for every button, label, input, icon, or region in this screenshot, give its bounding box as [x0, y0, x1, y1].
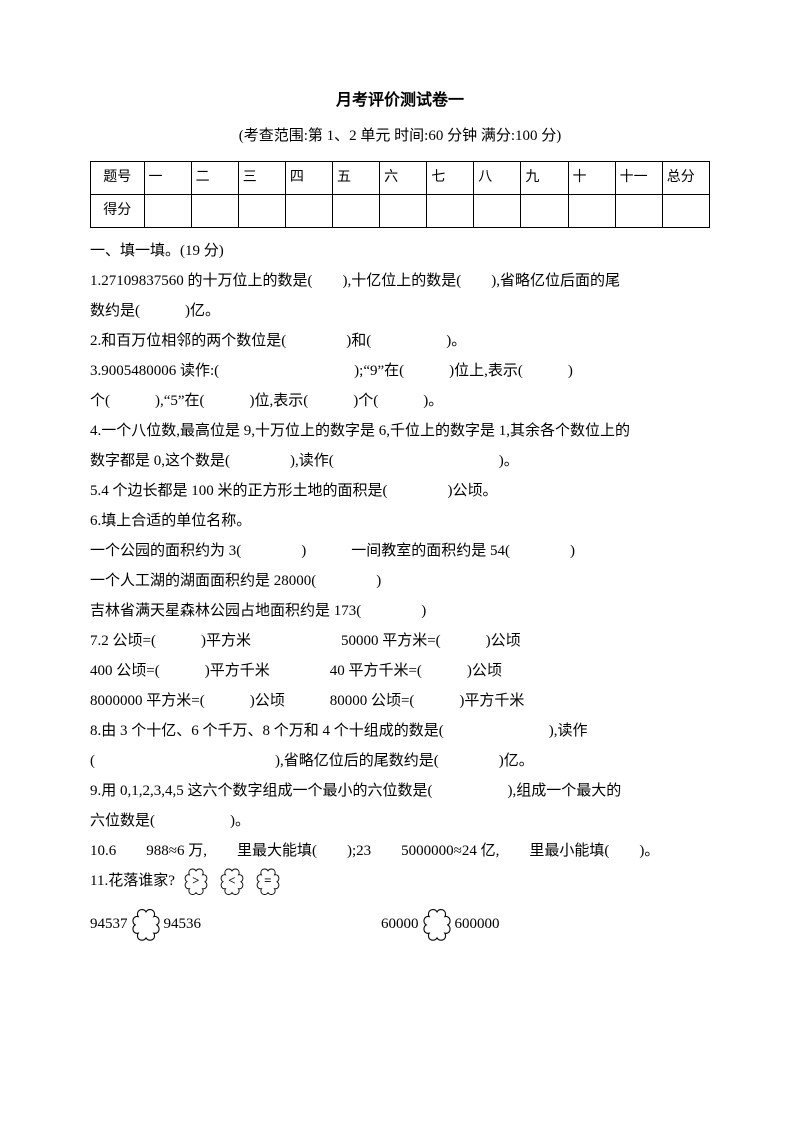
cell[interactable] [615, 195, 662, 228]
cell[interactable] [238, 195, 285, 228]
page-title: 月考评价测试卷一 [90, 85, 710, 117]
cell[interactable] [568, 195, 615, 228]
cell-label: 得分 [91, 195, 145, 228]
question-10: 10.6 988≈6 万, 里最大能填( );23 5000000≈24 亿, … [90, 836, 710, 866]
question-6c: 吉林省满天星森林公园占地面积约是 173( ) [90, 596, 710, 626]
cmp1-right: 94536 [164, 909, 202, 939]
cmp2-left: 60000 [381, 909, 419, 939]
question-4-line1: 4.一个八位数,最高位是 9,十万位上的数字是 6,千位上的数字是 1,其余各个… [90, 416, 710, 446]
cell[interactable] [332, 195, 379, 228]
question-11-label: 11.花落谁家? [90, 866, 175, 896]
question-8-line1: 8.由 3 个十亿、6 个千万、8 个万和 4 个十组成的数是( ),读作 [90, 716, 710, 746]
question-5: 5.4 个边长都是 100 米的正方形土地的面积是( )公顷。 [90, 476, 710, 506]
cell: 九 [521, 162, 568, 195]
question-3-line2: 个( ),“5”在( )位,表示( )个( )。 [90, 386, 710, 416]
cell: 七 [427, 162, 474, 195]
eq-symbol: = [264, 867, 271, 893]
cell: 一 [144, 162, 191, 195]
cell[interactable] [144, 195, 191, 228]
flower-blank-icon[interactable] [128, 906, 164, 942]
section-heading: 一、填一填。(19 分) [90, 236, 710, 266]
cell[interactable] [380, 195, 427, 228]
compare-2: 60000 600000 [381, 906, 500, 942]
flower-gt-icon: > [181, 866, 211, 896]
cell: 五 [332, 162, 379, 195]
cell-label: 题号 [91, 162, 145, 195]
cell: 十 [568, 162, 615, 195]
cell[interactable] [427, 195, 474, 228]
cell[interactable] [191, 195, 238, 228]
cell[interactable] [474, 195, 521, 228]
table-row: 题号 一 二 三 四 五 六 七 八 九 十 十一 总分 [91, 162, 710, 195]
cell[interactable] [285, 195, 332, 228]
question-7c: 8000000 平方米=( )公顷 80000 公顷=( )平方千米 [90, 686, 710, 716]
question-6a: 一个公园的面积约为 3( ) 一间教室的面积约是 54( ) [90, 536, 710, 566]
flower-blank-icon[interactable] [419, 906, 455, 942]
gt-symbol: > [192, 867, 199, 893]
compare-row: 94537 94536 60000 600000 [90, 906, 710, 942]
cmp1-left: 94537 [90, 909, 128, 939]
cell[interactable] [662, 195, 709, 228]
question-9-line2: 六位数是( )。 [90, 806, 710, 836]
question-3-line1: 3.9005480006 读作:( );“9”在( )位上,表示( ) [90, 356, 710, 386]
page-subtitle: (考查范围:第 1、2 单元 时间:60 分钟 满分:100 分) [90, 121, 710, 151]
question-2: 2.和百万位相邻的两个数位是( )和( )。 [90, 326, 710, 356]
cell: 四 [285, 162, 332, 195]
question-4-line2: 数字都是 0,这个数是( ),读作( )。 [90, 446, 710, 476]
flower-eq-icon: = [253, 866, 283, 896]
cmp2-right: 600000 [455, 909, 500, 939]
cell: 二 [191, 162, 238, 195]
cell: 十一 [615, 162, 662, 195]
question-9-line1: 9.用 0,1,2,3,4,5 这六个数字组成一个最小的六位数是( ),组成一个… [90, 776, 710, 806]
cell: 三 [238, 162, 285, 195]
cell: 六 [380, 162, 427, 195]
question-11-row: 11.花落谁家? > < = [90, 866, 710, 896]
table-row: 得分 [91, 195, 710, 228]
question-8-line2: ( ),省略亿位后的尾数约是( )亿。 [90, 746, 710, 776]
cell[interactable] [521, 195, 568, 228]
score-table: 题号 一 二 三 四 五 六 七 八 九 十 十一 总分 得分 [90, 161, 710, 228]
question-6b: 一个人工湖的湖面面积约是 28000( ) [90, 566, 710, 596]
cell: 总分 [662, 162, 709, 195]
question-1-line1: 1.27109837560 的十万位上的数是( ),十亿位上的数是( ),省略亿… [90, 266, 710, 296]
question-7b: 400 公顷=( )平方千米 40 平方千米=( )公顷 [90, 656, 710, 686]
cell: 八 [474, 162, 521, 195]
lt-symbol: < [228, 867, 235, 893]
question-1-line2: 数约是( )亿。 [90, 296, 710, 326]
question-7a: 7.2 公顷=( )平方米 50000 平方米=( )公顷 [90, 626, 710, 656]
question-6-heading: 6.填上合适的单位名称。 [90, 506, 710, 536]
flower-lt-icon: < [217, 866, 247, 896]
compare-1: 94537 94536 [90, 906, 201, 942]
